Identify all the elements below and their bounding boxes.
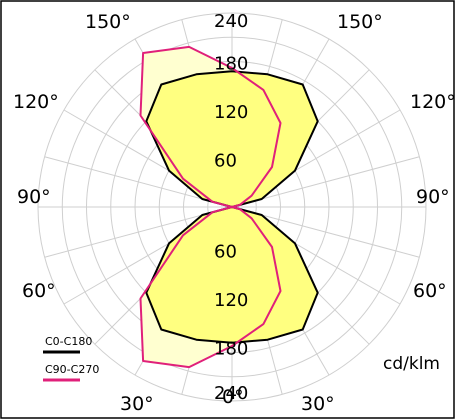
- angle-label-150: 150°: [337, 11, 383, 33]
- legend-label-c90-c270: C90-C270: [45, 363, 99, 376]
- angle-label-30: 30°: [301, 393, 335, 415]
- radial-tick-top-240: 240: [214, 11, 248, 32]
- radial-tick-bottom-240: 240: [214, 383, 248, 404]
- radial-tick-bottom-180: 180: [214, 339, 248, 360]
- angle-label-90: 90°: [416, 186, 450, 208]
- angle-label-m30: 30°: [120, 393, 154, 415]
- legend: C0-C180 C90-C270: [43, 335, 99, 382]
- angle-label-0: 0°: [222, 386, 244, 408]
- radial-tick-bottom-60: 60: [214, 242, 237, 263]
- series-line-c0-c180: [145, 70, 319, 344]
- angle-label-m90: 90°: [17, 186, 51, 208]
- radial-tick-top-120: 120: [214, 102, 248, 123]
- radial-tick-top-180: 180: [214, 54, 248, 75]
- radial-tick-labels: 60 60 120 120 180 180 240 240: [214, 11, 248, 404]
- angle-label-60: 60°: [413, 280, 447, 302]
- radial-tick-bottom-120: 120: [214, 290, 248, 311]
- unit-label: cd/klm: [383, 354, 440, 374]
- legend-label-c0-c180: C0-C180: [45, 335, 92, 348]
- angle-labels: 0° 30° 30° 60° 60° 90° 90° 120° 120° 150° 150°: [13, 11, 455, 415]
- radial-tick-top-60: 60: [214, 151, 237, 172]
- angle-label-m150: 150°: [85, 11, 131, 33]
- angle-label-120: 120°: [410, 91, 455, 113]
- series-layer: [139, 45, 319, 369]
- series-line-c90-c270: [139, 45, 282, 369]
- angle-label-m120: 120°: [13, 91, 59, 113]
- angle-label-m60: 60°: [22, 280, 56, 302]
